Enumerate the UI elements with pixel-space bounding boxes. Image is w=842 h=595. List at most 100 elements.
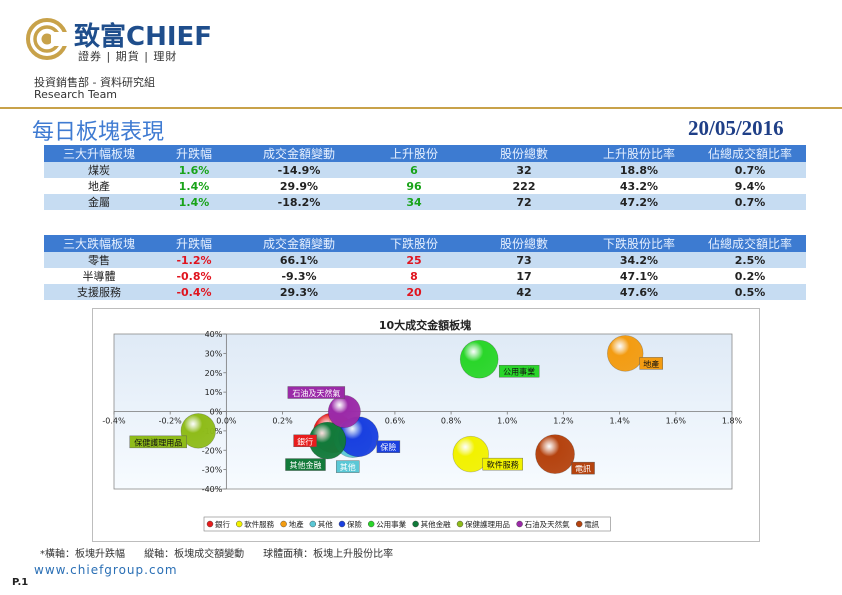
y-tick-label: 20% bbox=[205, 369, 223, 378]
y-tick-label: 0% bbox=[210, 408, 223, 417]
x-tick-label: 1.8% bbox=[722, 417, 743, 426]
bubble-label-box bbox=[293, 434, 317, 448]
bubble-label: 石油及天然氣 bbox=[292, 388, 340, 398]
falling-stocks-cell: 8 bbox=[410, 269, 418, 283]
total-stocks-cell: 72 bbox=[464, 194, 584, 210]
column-header: 上升股份比率 bbox=[584, 145, 694, 162]
page-title: 每日板塊表現 bbox=[32, 120, 165, 145]
legend-marker bbox=[412, 520, 419, 528]
department-label: 投資銷售部 - 資料研究組 bbox=[34, 76, 155, 89]
report-date: 20/05/2016 bbox=[688, 116, 784, 140]
x-tick-label: 1.2% bbox=[553, 417, 574, 426]
legend-marker bbox=[368, 520, 375, 528]
x-tick-label: 1.6% bbox=[666, 417, 687, 426]
bubble-label-box bbox=[498, 364, 540, 378]
y-tick-label: -20% bbox=[202, 446, 223, 455]
brand-tagline: 證券 | 期貨 | 理財 bbox=[78, 50, 178, 63]
table-row: 支援服務 -0.4% 29.3% 20 42 47.6% 0.5% bbox=[44, 284, 806, 300]
share-cell: 2.5% bbox=[694, 252, 806, 268]
footnote-x-axis: *橫軸：板塊升跌幅 bbox=[40, 549, 125, 560]
bubble-2 bbox=[452, 435, 489, 473]
legend-label: 保險 bbox=[347, 519, 362, 529]
legend-marker bbox=[516, 520, 523, 528]
ratio-cell: 34.2% bbox=[584, 252, 694, 268]
share-cell: 0.7% bbox=[694, 194, 806, 210]
brand-name: 致富CHIEF bbox=[74, 22, 213, 52]
ratio-cell: 47.1% bbox=[619, 269, 659, 283]
bubble-3 bbox=[607, 335, 644, 372]
bubble-label-box bbox=[571, 461, 595, 475]
bubble-label-box bbox=[482, 457, 523, 471]
turnover-change-cell: 66.1% bbox=[234, 252, 364, 268]
bubble-label-box bbox=[336, 460, 360, 473]
column-header: 佔總成交額比率 bbox=[694, 235, 806, 252]
bubble-label: 電訊 bbox=[575, 464, 591, 474]
table-row: 地產 1.4% 29.9% 96 222 43.2% 9.4% bbox=[44, 178, 806, 194]
website-link[interactable]: www.chiefgroup.com bbox=[34, 563, 178, 577]
bubble-chart: 40%30%20%10%0%-10%-20%-30%-40%-0.4%-0.2%… bbox=[102, 330, 743, 532]
column-header: 下跌股份 bbox=[364, 235, 464, 252]
table-row: 煤炭 1.6% -14.9% 6 32 18.8% 0.7% bbox=[44, 162, 806, 178]
legend-marker bbox=[206, 520, 214, 528]
bubble-9 bbox=[327, 395, 361, 428]
bubble-6 bbox=[459, 339, 499, 379]
sector-name: 支援服務 bbox=[44, 284, 154, 300]
column-header: 下跌股份比率 bbox=[584, 235, 694, 252]
turnover-change-cell: -9.3% bbox=[281, 269, 317, 283]
share-cell: 9.4% bbox=[734, 179, 766, 193]
legend-marker bbox=[280, 520, 287, 528]
bubble-label: 保險 bbox=[380, 442, 396, 452]
legend-label: 地產 bbox=[289, 519, 304, 529]
column-header: 成交金額變動 bbox=[234, 235, 364, 252]
table-header-row: 三大升幅板塊 升跌幅 成交金額變動 上升股份 股份總數 上升股份比率 佔總成交額… bbox=[44, 145, 806, 162]
bubble-label: 地產 bbox=[643, 359, 659, 369]
top-gainers-table: 三大升幅板塊 升跌幅 成交金額變動 上升股份 股份總數 上升股份比率 佔總成交額… bbox=[44, 145, 806, 210]
table-header-row: 三大跌幅板塊 升跌幅 成交金額變動 下跌股份 股份總數 下跌股份比率 佔總成交額… bbox=[44, 235, 806, 252]
sector-name: 零售 bbox=[44, 252, 154, 268]
turnover-change-cell: -18.2% bbox=[234, 194, 364, 210]
falling-stocks-cell: 25 bbox=[364, 252, 464, 268]
page-number: P.1 bbox=[12, 577, 29, 588]
change-cell: 1.4% bbox=[154, 194, 234, 210]
legend-marker bbox=[309, 520, 317, 528]
chart-title: 10大成交金額板塊 bbox=[378, 319, 472, 332]
column-header: 三大跌幅板塊 bbox=[44, 235, 154, 252]
legend-label: 公用事業 bbox=[376, 519, 406, 529]
sector-name: 地產 bbox=[88, 180, 110, 193]
table-row: 金屬 1.4% -18.2% 34 72 47.2% 0.7% bbox=[44, 194, 806, 210]
bubble-10 bbox=[535, 434, 575, 474]
sector-name: 半導體 bbox=[82, 270, 116, 283]
x-tick-label: 0.0% bbox=[216, 417, 237, 426]
total-stocks-cell: 73 bbox=[464, 252, 584, 268]
column-header: 股份總數 bbox=[464, 145, 584, 162]
legend-label: 電訊 bbox=[584, 519, 599, 529]
footnote-y-axis: 縱軸：板塊成交額變動 bbox=[144, 549, 245, 560]
column-header: 升跌幅 bbox=[154, 235, 234, 252]
column-header: 上升股份 bbox=[364, 145, 464, 162]
legend-label: 其他金融 bbox=[421, 519, 451, 529]
bubble-label: 其他 bbox=[340, 462, 356, 472]
bubble-label: 保健護理用品 bbox=[134, 437, 182, 447]
ratio-cell: 18.8% bbox=[584, 162, 694, 178]
legend-marker bbox=[576, 520, 583, 528]
legend-marker bbox=[456, 520, 464, 528]
turnover-change-cell: 29.9% bbox=[279, 179, 319, 193]
y-tick-label: -30% bbox=[202, 466, 223, 475]
column-header: 升跌幅 bbox=[154, 145, 234, 162]
bubble-label-box bbox=[287, 386, 346, 399]
total-stocks-cell: 17 bbox=[516, 269, 532, 283]
falling-stocks-cell: 20 bbox=[364, 284, 464, 300]
legend-box bbox=[203, 516, 611, 532]
x-tick-label: -0.2% bbox=[159, 417, 183, 426]
x-tick-label: 0.6% bbox=[385, 417, 406, 426]
bubble-label: 銀行 bbox=[297, 436, 313, 446]
turnover-change-cell: -14.9% bbox=[234, 162, 364, 178]
sector-name: 煤炭 bbox=[44, 162, 154, 178]
ratio-cell: 47.6% bbox=[584, 284, 694, 300]
change-cell: -0.4% bbox=[154, 284, 234, 300]
legend-marker bbox=[235, 520, 243, 528]
share-cell: 0.7% bbox=[694, 162, 806, 178]
bubble-label: 軟件服務 bbox=[487, 460, 519, 470]
bubble-label-box bbox=[285, 458, 326, 471]
change-cell: 1.4% bbox=[178, 179, 210, 193]
